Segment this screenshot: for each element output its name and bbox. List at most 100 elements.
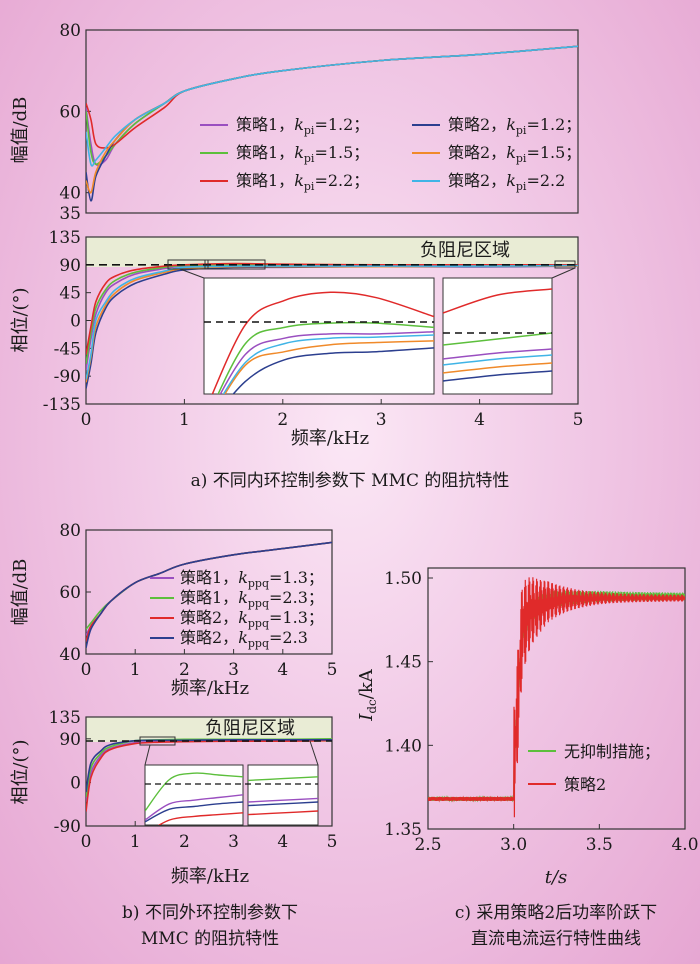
- panel-a-phase-ytick-label: 90: [59, 256, 81, 276]
- series-line: [86, 738, 332, 793]
- inset-series-line: [145, 801, 243, 823]
- inset-series-line: [443, 348, 552, 360]
- panel-a-phase-ytick-label: 135: [49, 228, 81, 248]
- panel-b-mag-ytick-label: 40: [59, 645, 81, 665]
- zoom-box-1: [139, 736, 176, 746]
- negative-damping-band: [86, 717, 332, 742]
- panel-b-phase-xtick-label: 1: [130, 832, 141, 852]
- panel-b-phase-xtick-label: 2: [179, 832, 190, 852]
- panel-c-ytick-label: 1.35: [384, 820, 422, 840]
- panel-a-phase-ytick-label: 45: [59, 284, 81, 304]
- panel-c-ytick-label: 1.50: [384, 569, 422, 589]
- panel-b-mag-ytick-label: 60: [59, 583, 81, 603]
- legend-entry: 无抑制措施；: [564, 742, 660, 761]
- panel-c-xtick-label: 2.5: [414, 835, 441, 855]
- panel-a-phase-xtick-label: 2: [277, 410, 288, 430]
- inset-series-line: [211, 291, 434, 394]
- series-line: [86, 45, 578, 167]
- panel-a-xlabel: 频率/kHz: [291, 428, 369, 449]
- inset-series-line: [219, 330, 434, 394]
- panel-c-legend: 无抑制措施； 策略2: [528, 742, 660, 794]
- panel-b-mag-xtick-label: 2: [179, 660, 190, 680]
- panel-a-band-label: 负阻尼区域: [420, 240, 510, 261]
- legend-entry: 策略1，kppq=1.3；: [180, 568, 324, 590]
- inset-series-line: [443, 354, 552, 366]
- panel-a-phase-ytick-label: -45: [54, 339, 81, 359]
- panel-c-caption-2: 直流电流运行特性曲线: [471, 929, 641, 949]
- panel-b-mag-xtick-label: 0: [81, 660, 92, 680]
- legend-entry: 策略2，kppq=2.3: [180, 628, 308, 650]
- panel-a-phase-xtick-label: 4: [474, 410, 485, 430]
- panel-b-mag-xlabel: 频率/kHz: [171, 678, 249, 699]
- panel-b-band-label: 负阻尼区域: [205, 718, 295, 739]
- panel-b-phase-ytick-label: 90: [59, 730, 81, 750]
- panel-a-mag-ytick-label: 35: [59, 204, 81, 224]
- panel-b-phase-xtick-label: 5: [327, 832, 338, 852]
- panel-b-mag-xtick-label: 5: [327, 660, 338, 680]
- panel-b-phase-ytick-label: -90: [54, 817, 81, 837]
- inset-series-line: [248, 801, 318, 807]
- panel-c-xtick-label: 4.0: [671, 835, 698, 855]
- panel-a-mag-ytick-label: 60: [59, 102, 81, 122]
- legend-entry: 策略1，kpi=1.2；: [236, 115, 369, 137]
- legend-entry: 策略1，kppq=2.3；: [180, 588, 324, 610]
- panel-a-phase-ytick-label: -90: [54, 367, 81, 387]
- panel-a-phase-ylabel: 相位/(°): [10, 287, 31, 352]
- panel-b-phase-xlabel: 频率/kHz: [171, 866, 249, 887]
- panel-a-mag-ylabel: 幅值/dB: [10, 97, 31, 164]
- panel-c-xtick-label: 3.5: [586, 835, 613, 855]
- legend-entry: 策略1，kpi=1.5；: [236, 143, 369, 165]
- panel-a-phase-ytick-label: -135: [43, 395, 81, 415]
- panel-a-caption: a) 不同内环控制参数下 MMC 的阻抗特性: [191, 471, 510, 491]
- panel-b-phase-xtick-label: 4: [277, 832, 288, 852]
- panel-b-caption-1: b) 不同外环控制参数下: [122, 903, 298, 923]
- panel-c-ylabel: Idc/kA: [356, 668, 379, 722]
- panel-a-mag-ytick-label: 40: [59, 184, 81, 204]
- inset-series-line: [157, 812, 243, 825]
- inset-series-line: [232, 347, 434, 394]
- inset-series-line: [224, 340, 434, 394]
- panel-b-phase-ytick-label: 0: [70, 773, 81, 793]
- zoom-connector: [551, 267, 576, 279]
- legend-entry: 策略2，kpi=1.5；: [448, 143, 581, 165]
- panel-b-mag-xtick-label: 4: [277, 660, 288, 680]
- panel-b-caption-2: MMC 的阻抗特性: [141, 929, 279, 949]
- panel-b-mag-xtick-label: 3: [228, 660, 239, 680]
- panel-b-mag-ylabel: 幅值/dB: [10, 559, 31, 626]
- zoom-box-1: [167, 259, 209, 270]
- inset-series-line: [145, 794, 243, 821]
- panel-b-phase-ylabel: 相位/(°): [10, 739, 31, 804]
- panel-b-inset-2: [247, 764, 319, 826]
- inset-series-line: [248, 810, 318, 816]
- series-line: [86, 541, 332, 648]
- panel-b-mag-ytick-label: 80: [59, 521, 81, 541]
- inset-series-line: [248, 776, 318, 782]
- panel-a-phase-xtick-label: 0: [81, 410, 92, 430]
- legend-entry: 策略2，kppq=1.3；: [180, 608, 324, 630]
- series-line-no-suppression: [428, 590, 685, 803]
- series-line: [86, 264, 578, 380]
- inset-series-line: [217, 321, 434, 394]
- panel-b-phase-ytick-label: 135: [49, 708, 81, 728]
- legend-entry: 策略2: [564, 775, 606, 794]
- panel-b-mag-xtick-label: 1: [130, 660, 141, 680]
- series-line-strategy2: [428, 577, 685, 818]
- zoom-box-2: [204, 259, 266, 270]
- panel-a-phase-xtick-label: 3: [376, 410, 387, 430]
- panel-b-legend: 策略1，kppq=1.3；策略1，kppq=2.3；策略2，kppq=1.3；策…: [150, 568, 324, 650]
- inset-series-line: [222, 334, 434, 394]
- panel-a-legend: 策略1，kpi=1.2； 策略2，kpi=1.2； 策略1，kpi=1.5； 策略2，…: [200, 115, 581, 193]
- panel-c-ytick-label: 1.40: [384, 736, 422, 756]
- legend-entry: 策略1，kpi=2.2；: [236, 171, 369, 193]
- panel-a-mag-ytick-label: 80: [59, 21, 81, 41]
- inset-series-line: [443, 288, 552, 314]
- inset-series-line: [443, 332, 552, 346]
- panel-c-ytick-label: 1.45: [384, 653, 422, 673]
- panel-b-phase-xtick-label: 0: [81, 832, 92, 852]
- zoom-box-3: [554, 260, 576, 269]
